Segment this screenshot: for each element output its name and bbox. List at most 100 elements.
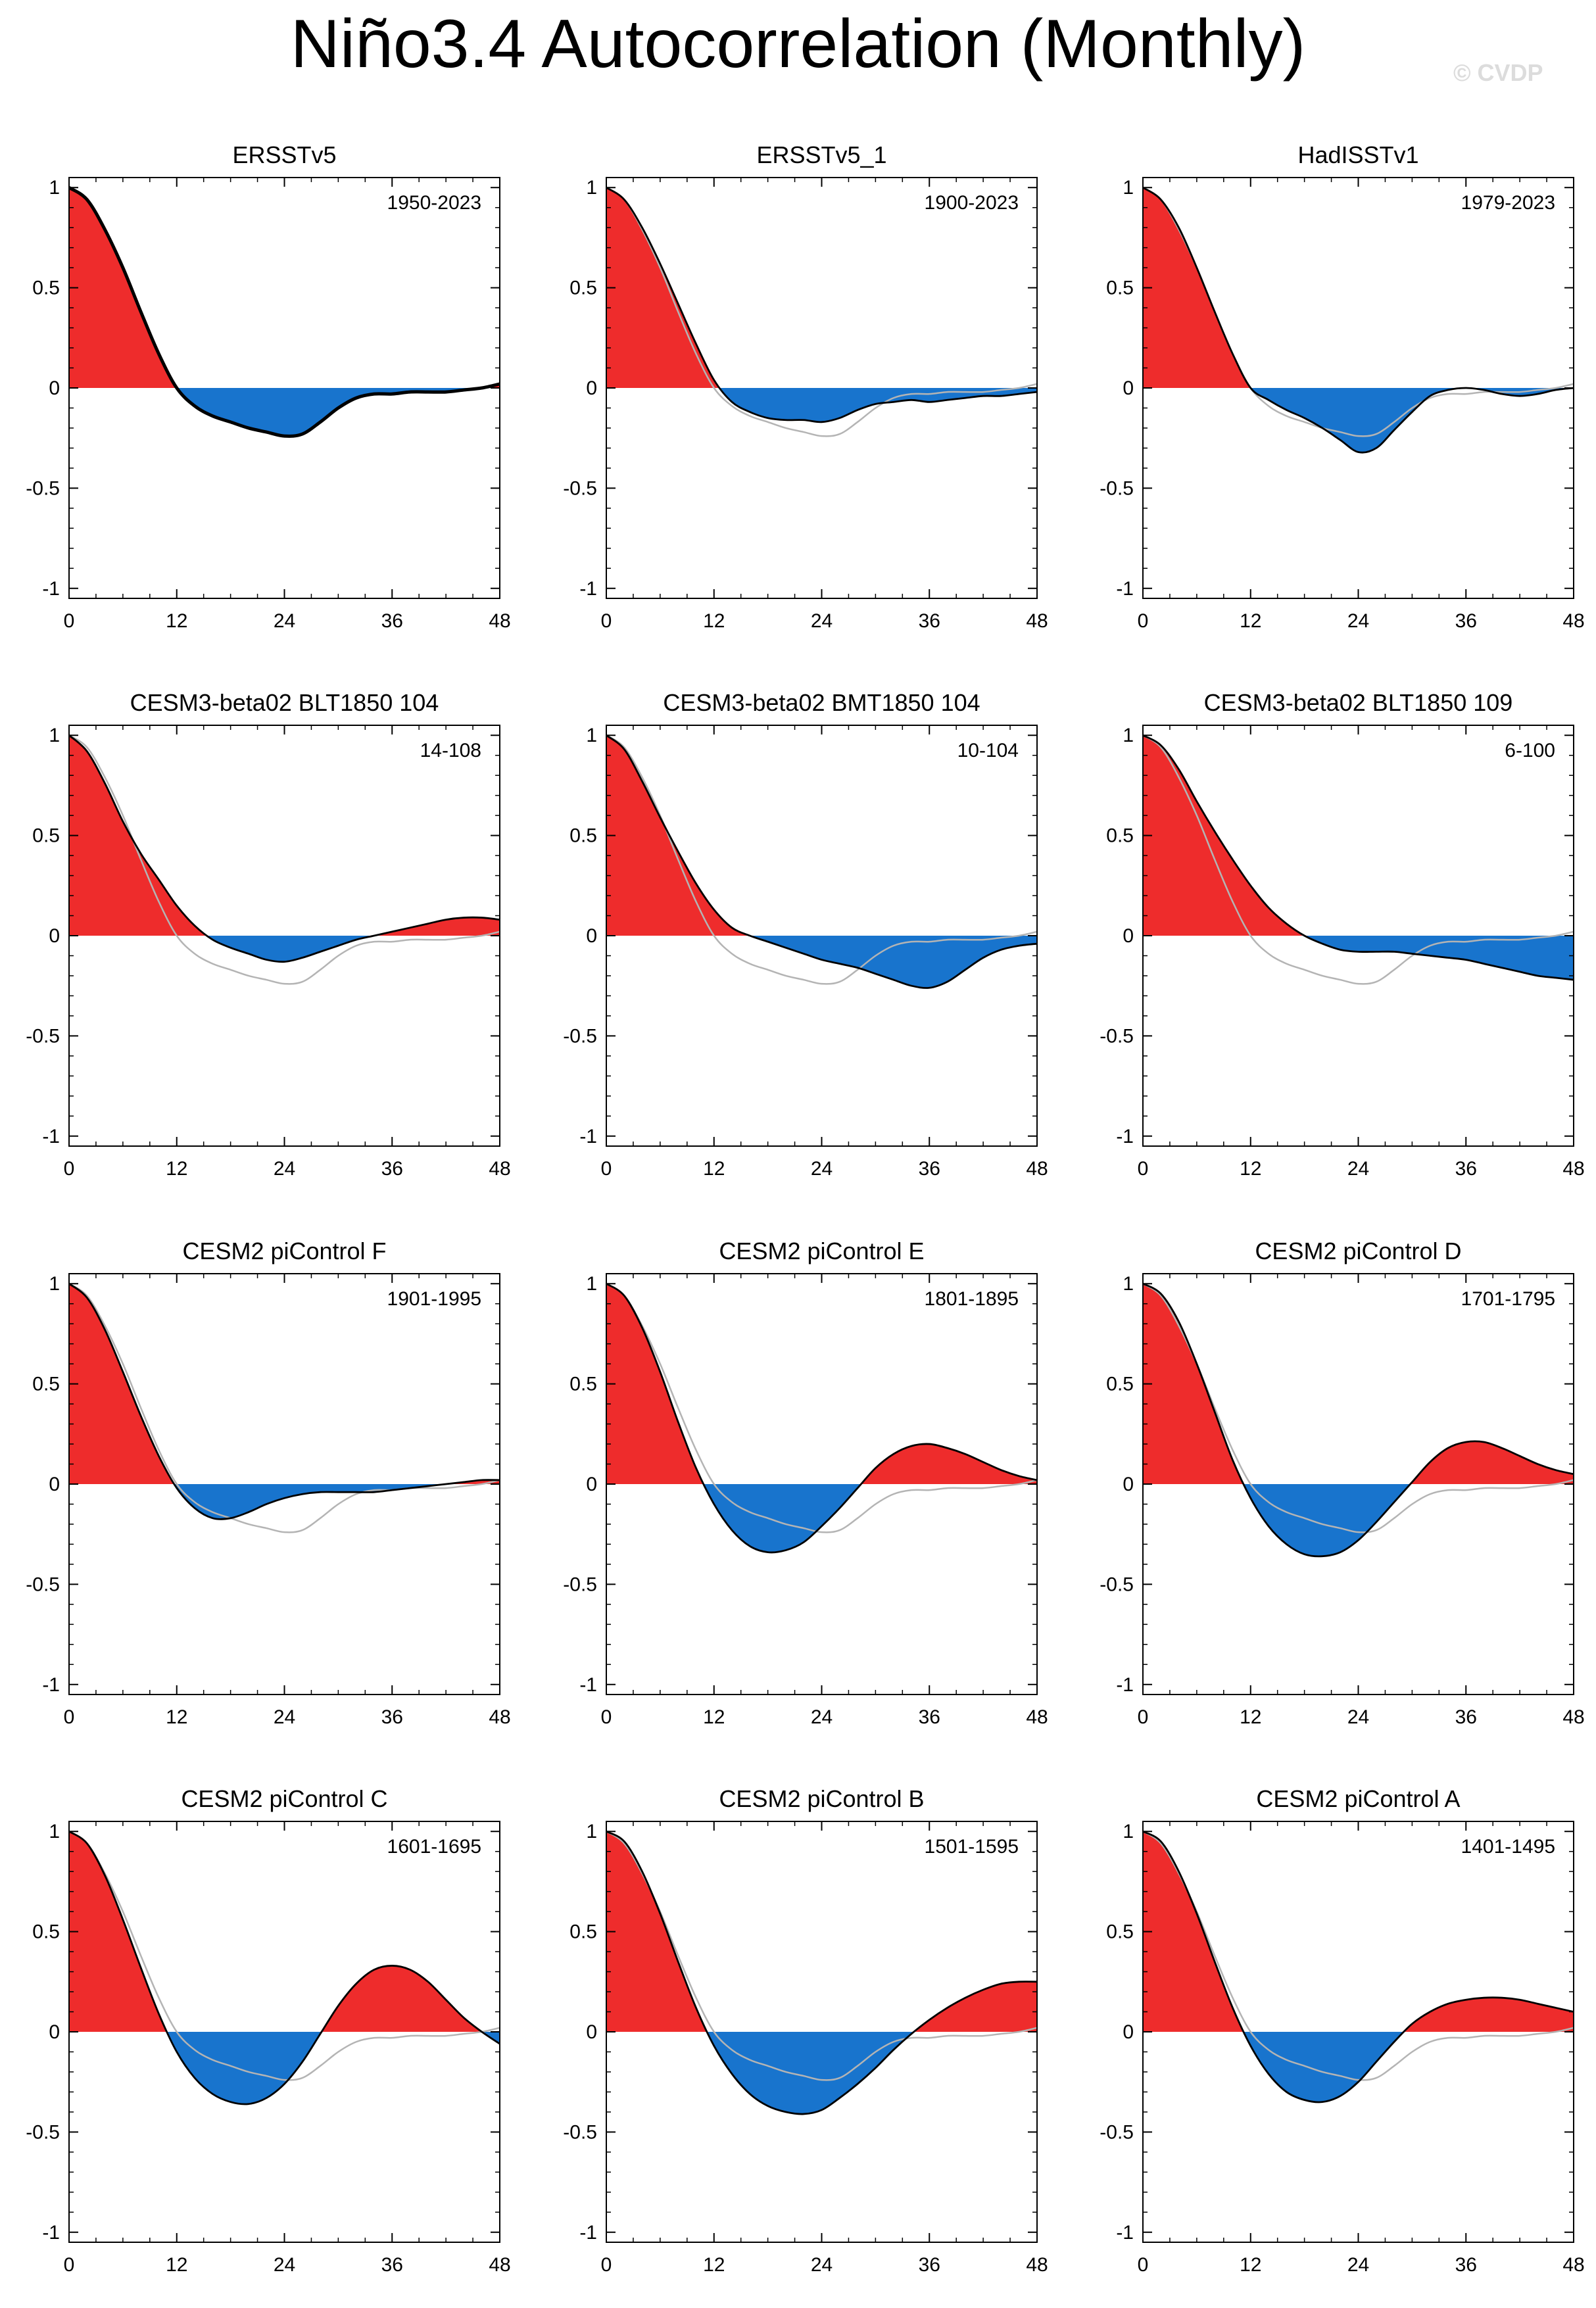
- y-tick-label: -1: [42, 1126, 60, 1147]
- reference-line: [606, 1283, 1037, 1533]
- y-tick-label: 1: [49, 725, 60, 746]
- y-tick-label: 0.5: [32, 825, 60, 847]
- positive-area: [1143, 187, 1574, 388]
- positive-area: [69, 187, 500, 388]
- y-tick-label: 0: [1123, 1474, 1134, 1495]
- x-tick-label: 48: [489, 610, 510, 632]
- y-tick-label: 0.5: [32, 1374, 60, 1395]
- x-tick-label: 0: [64, 1706, 75, 1728]
- y-tick-label: 0: [49, 1474, 60, 1495]
- y-tick-label: 0.5: [1106, 277, 1134, 299]
- x-tick-label: 12: [703, 1158, 725, 1180]
- period-label: 10-104: [957, 740, 1019, 761]
- y-tick-label: 0.5: [1106, 825, 1134, 847]
- y-tick-label: 0: [49, 377, 60, 399]
- y-tick-label: -1: [1116, 1126, 1134, 1147]
- x-tick-label: 12: [703, 2254, 725, 2276]
- x-tick-label: 48: [1026, 1706, 1048, 1728]
- x-tick-label: 12: [166, 1158, 187, 1180]
- reference-line: [69, 1283, 500, 1533]
- x-tick-label: 24: [274, 2254, 295, 2276]
- reference-line: [1143, 1283, 1574, 1533]
- y-tick-label: 1: [1123, 1273, 1134, 1295]
- x-tick-label: 24: [1347, 2254, 1369, 2276]
- positive-area: [1143, 1284, 1574, 1484]
- negative-area: [1143, 388, 1574, 453]
- reference-line: [606, 187, 1037, 437]
- y-tick-label: -0.5: [26, 1574, 60, 1595]
- y-tick-label: -1: [42, 578, 60, 600]
- watermark: © CVDP: [1453, 59, 1543, 86]
- y-tick-label: 0: [49, 2021, 60, 2043]
- y-tick-label: -0.5: [26, 2121, 60, 2143]
- autocorr-line: [606, 1283, 1037, 1554]
- y-tick-label: 0.5: [569, 825, 597, 847]
- y-tick-label: -0.5: [563, 2121, 597, 2143]
- x-tick-label: 0: [601, 1706, 612, 1728]
- x-tick-label: 12: [166, 610, 187, 632]
- x-tick-label: 0: [64, 610, 75, 632]
- x-tick-label: 24: [811, 610, 833, 632]
- panel-title: ERSSTv5: [232, 141, 336, 168]
- x-tick-label: 24: [1347, 610, 1369, 632]
- x-tick-label: 48: [1026, 1158, 1048, 1180]
- panel-title: CESM3-beta02 BLT1850 109: [1204, 689, 1513, 716]
- period-label: 1701-1795: [1461, 1288, 1555, 1310]
- y-tick-label: 1: [586, 725, 597, 746]
- y-tick-label: 1: [586, 1273, 597, 1295]
- y-tick-label: 0.5: [32, 1921, 60, 1943]
- positive-area: [69, 735, 500, 936]
- x-tick-label: 24: [811, 2254, 833, 2276]
- x-tick-label: 24: [1347, 1158, 1369, 1180]
- y-tick-label: 0: [586, 1474, 597, 1495]
- x-tick-label: 36: [1455, 610, 1477, 632]
- x-tick-label: 12: [1240, 1158, 1261, 1180]
- x-tick-label: 0: [601, 2254, 612, 2276]
- period-label: 1501-1595: [925, 1836, 1019, 1858]
- x-tick-label: 12: [1240, 1706, 1261, 1728]
- x-tick-label: 12: [1240, 610, 1261, 632]
- x-tick-label: 36: [1455, 1158, 1477, 1180]
- period-label: 6-100: [1505, 740, 1555, 761]
- y-tick-label: -0.5: [26, 1025, 60, 1047]
- y-tick-label: 0.5: [569, 1374, 597, 1395]
- positive-area: [606, 1284, 1037, 1484]
- autocorr-line: [606, 1830, 1037, 2115]
- reference-line: [1143, 734, 1574, 985]
- y-tick-label: 1: [49, 177, 60, 199]
- period-label: 1900-2023: [925, 192, 1019, 214]
- x-tick-label: 0: [64, 2254, 75, 2276]
- y-tick-label: 0.5: [32, 277, 60, 299]
- y-tick-label: 0.5: [1106, 1921, 1134, 1943]
- x-tick-label: 36: [381, 1158, 403, 1180]
- panel-title: CESM2 piControl E: [719, 1238, 924, 1264]
- y-tick-label: -1: [579, 578, 597, 600]
- y-tick-label: -0.5: [1100, 1574, 1134, 1595]
- autocorr-line: [69, 1283, 500, 1520]
- autocorr-line: [606, 187, 1037, 423]
- y-tick-label: 0: [1123, 925, 1134, 947]
- negative-area: [1143, 936, 1574, 980]
- x-tick-label: 48: [1562, 1706, 1584, 1728]
- panel-title: CESM2 piControl B: [719, 1785, 924, 1812]
- y-tick-label: 1: [586, 1821, 597, 1842]
- x-tick-label: 0: [1138, 1158, 1149, 1180]
- x-tick-label: 36: [381, 2254, 403, 2276]
- negative-area: [606, 936, 1037, 988]
- x-tick-label: 24: [274, 1706, 295, 1728]
- y-tick-label: -1: [1116, 578, 1134, 600]
- y-tick-label: -0.5: [563, 1574, 597, 1595]
- y-tick-label: 0.5: [569, 1921, 597, 1943]
- x-tick-label: 48: [489, 2254, 510, 2276]
- positive-area: [69, 1284, 500, 1484]
- autocorr-line: [1143, 1830, 1574, 2104]
- y-tick-label: 1: [586, 177, 597, 199]
- y-tick-label: -1: [579, 1126, 597, 1147]
